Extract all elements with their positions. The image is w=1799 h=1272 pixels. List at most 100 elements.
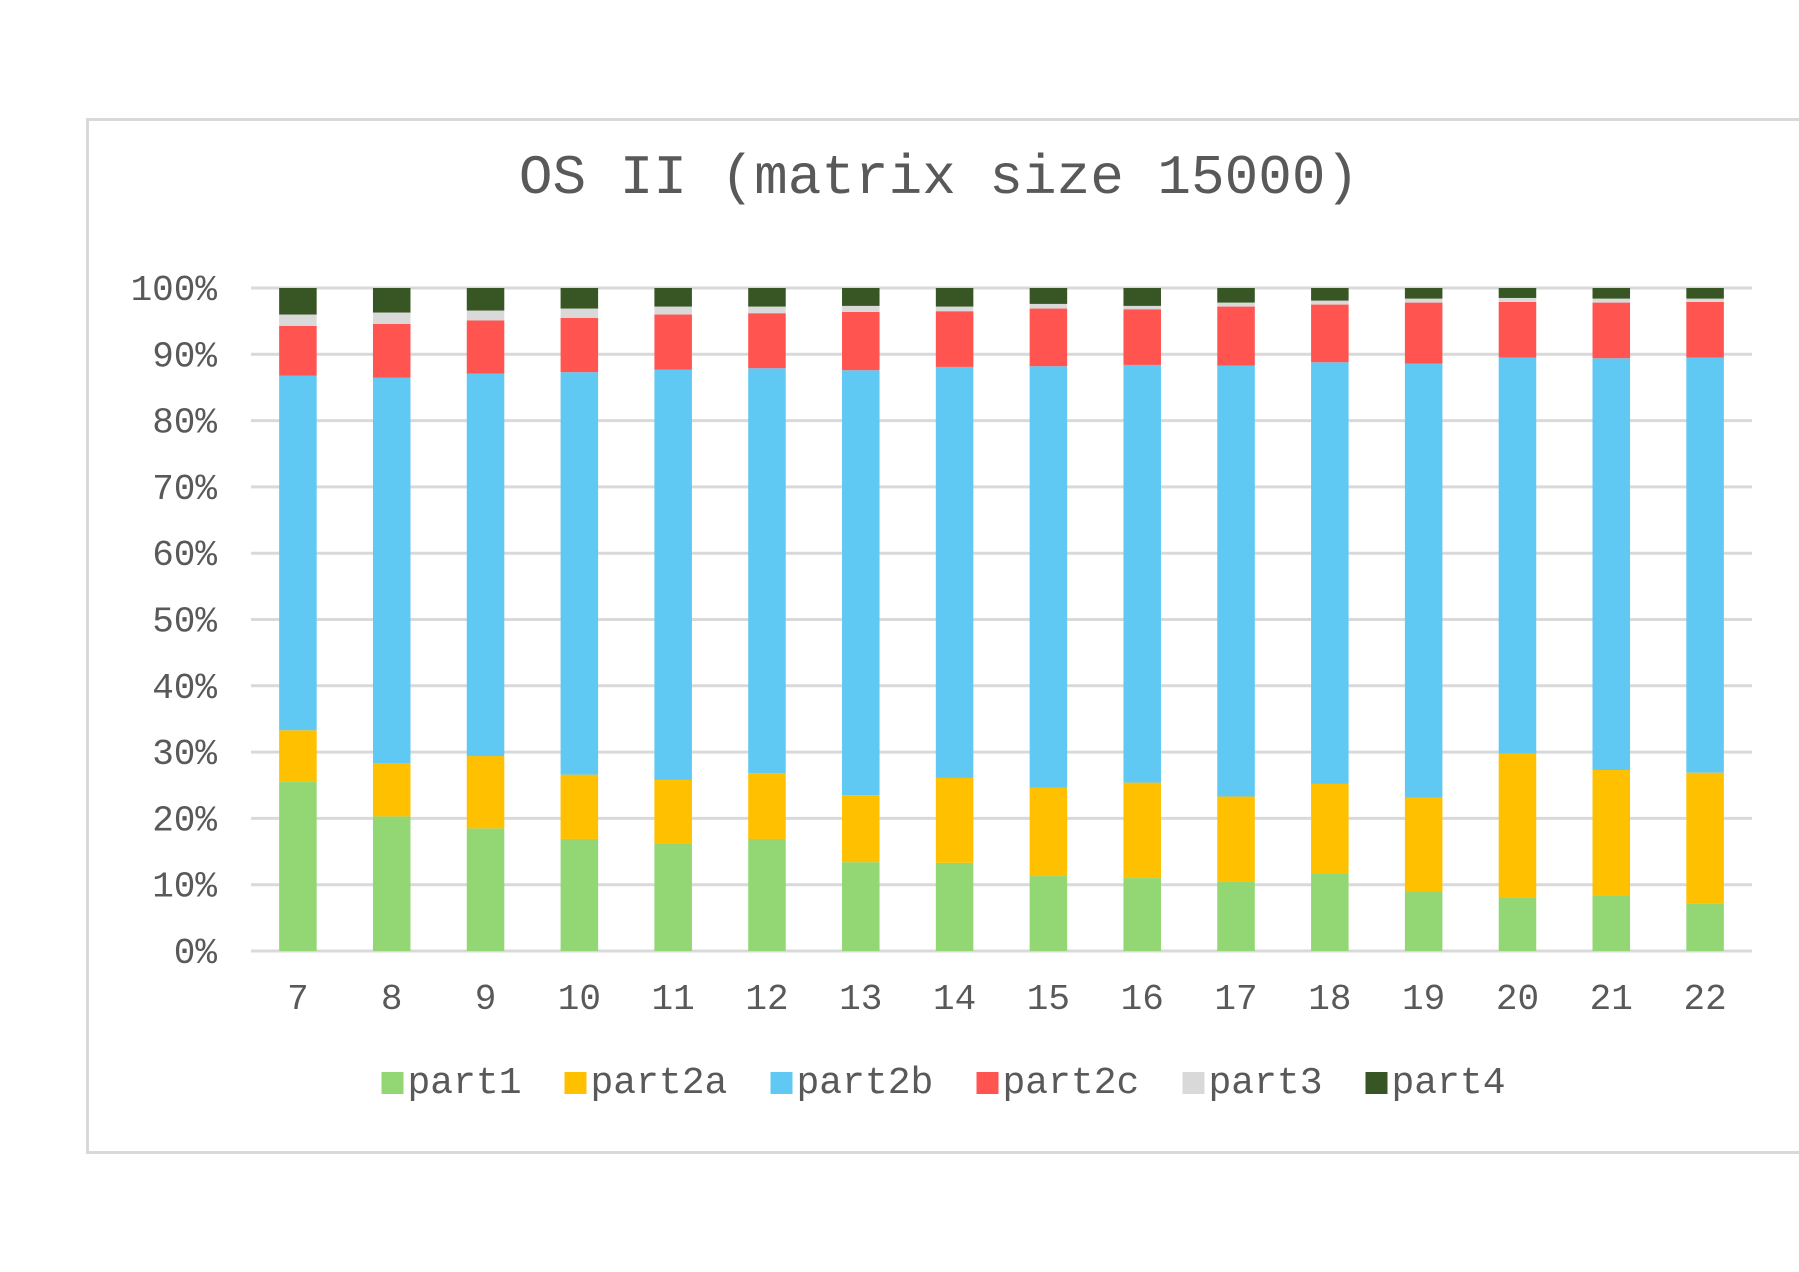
bar-part2c-18: [1311, 304, 1349, 363]
bar-part2a-21: [1592, 770, 1631, 896]
stacked-bar-20: [1498, 288, 1537, 951]
bar-part1-21: [1592, 895, 1631, 951]
bar-part4-22: [1686, 288, 1724, 299]
bars: [279, 288, 1724, 951]
bar-part3-13: [842, 305, 880, 312]
bar-part4-16: [1123, 288, 1161, 306]
bar-part4-14: [935, 288, 974, 307]
bar-part2b-17: [1217, 365, 1255, 797]
bar-part2a-11: [654, 779, 692, 844]
x-tick-label: 19: [1402, 979, 1445, 1020]
legend-item-part4: part4: [1365, 1062, 1506, 1105]
bar-part2c-15: [1029, 308, 1068, 367]
bar-part2c-10: [560, 317, 599, 373]
bar-part2b-11: [654, 369, 692, 780]
legend-item-part1: part1: [381, 1062, 522, 1105]
bar-part3-8: [372, 312, 411, 324]
bar-part2b-14: [935, 366, 974, 778]
stacked-bar-10: [560, 288, 599, 951]
bar-part2c-19: [1404, 302, 1443, 364]
y-tick-label: 50%: [152, 602, 217, 643]
bar-part2b-18: [1311, 362, 1349, 784]
bar-part1-9: [466, 828, 505, 951]
legend-item-part2c: part2c: [976, 1062, 1140, 1105]
legend-label: part2a: [591, 1062, 728, 1105]
x-tick-label: 11: [652, 979, 695, 1020]
bar-part1-12: [748, 838, 786, 951]
y-tick-label: 90%: [152, 336, 217, 377]
bar-part1-15: [1029, 876, 1068, 951]
bar-part2a-8: [372, 763, 411, 817]
bar-part2c-17: [1217, 306, 1255, 366]
bar-part4-10: [560, 288, 599, 309]
stacked-bar-12: [748, 288, 786, 951]
stacked-bar-15: [1029, 288, 1068, 951]
bar-part2a-10: [560, 774, 599, 839]
y-tick-label: 10%: [152, 867, 217, 908]
stacked-bar-11: [654, 288, 692, 951]
bar-part2c-22: [1686, 301, 1724, 358]
y-tick-label: 30%: [152, 734, 217, 775]
bar-part1-17: [1217, 881, 1255, 951]
bar-part3-11: [654, 306, 692, 315]
bar-part2c-12: [748, 313, 786, 369]
bar-part2b-10: [560, 372, 599, 775]
bar-part1-11: [654, 843, 692, 951]
bar-part2b-13: [842, 370, 880, 796]
bar-part2a-12: [748, 773, 786, 839]
bar-part2c-8: [372, 323, 411, 378]
stacked-bar-7: [279, 288, 317, 951]
bar-part2b-16: [1123, 364, 1161, 783]
chart-title: OS II (matrix size 15000): [519, 146, 1359, 210]
stacked-bar-21: [1592, 288, 1631, 951]
bar-part1-22: [1686, 903, 1724, 951]
bar-part3-21: [1592, 298, 1631, 303]
bar-part1-16: [1123, 878, 1161, 951]
bar-part4-8: [372, 288, 411, 313]
legend: part1 part2a part2b part2c part3 part4: [381, 1062, 1506, 1105]
x-tick-label: 8: [381, 979, 403, 1020]
bar-part2b-12: [748, 368, 786, 774]
stacked-bar-14: [935, 288, 974, 951]
stacked-bar-17: [1217, 288, 1255, 951]
x-tick-label: 17: [1214, 979, 1257, 1020]
legend-swatch: [1365, 1072, 1388, 1094]
bar-part3-18: [1311, 300, 1349, 305]
legend-label: part2c: [1003, 1062, 1140, 1105]
bar-part4-7: [279, 288, 317, 315]
bar-part3-19: [1404, 298, 1443, 303]
stacked-bar-22: [1686, 288, 1724, 951]
legend-swatch: [976, 1072, 999, 1094]
bar-part2b-8: [372, 377, 411, 764]
x-tick-label: 16: [1121, 979, 1164, 1020]
bar-part1-10: [560, 838, 599, 951]
bar-part4-20: [1498, 288, 1537, 298]
bar-part2a-19: [1404, 797, 1443, 892]
bar-part1-13: [842, 862, 880, 951]
bar-part2c-13: [842, 311, 880, 371]
bar-part2b-9: [466, 373, 505, 757]
bar-part3-16: [1123, 305, 1161, 310]
x-tick-label: 12: [745, 979, 788, 1020]
legend-item-part2a: part2a: [564, 1062, 728, 1105]
bar-part2a-20: [1498, 753, 1537, 898]
x-tick-label: 15: [1027, 979, 1070, 1020]
bar-part2b-21: [1592, 358, 1631, 771]
x-tick-label: 21: [1590, 979, 1633, 1020]
x-tick-label: 20: [1496, 979, 1539, 1020]
bar-part4-12: [748, 288, 786, 307]
y-axis-tick-labels: 0% 10% 20% 30% 40% 50% 60% 70% 80% 90% 100%: [131, 270, 218, 974]
bar-part2b-7: [279, 375, 317, 731]
bar-part2c-21: [1592, 302, 1631, 359]
legend-swatch: [770, 1072, 793, 1094]
bar-part2a-17: [1217, 796, 1255, 882]
bar-part2a-14: [935, 777, 974, 863]
legend-label: part2b: [797, 1062, 934, 1105]
legend-swatch: [1182, 1072, 1205, 1094]
chart-canvas: OS II (matrix size 15000) 0% 10% 20% 30% 40%…: [131, 146, 1752, 1105]
bar-part2a-16: [1123, 782, 1161, 879]
bar-part1-14: [935, 862, 974, 951]
bar-part4-11: [654, 288, 692, 307]
bar-part2c-11: [654, 314, 692, 370]
legend-item-part3: part3: [1182, 1062, 1323, 1105]
